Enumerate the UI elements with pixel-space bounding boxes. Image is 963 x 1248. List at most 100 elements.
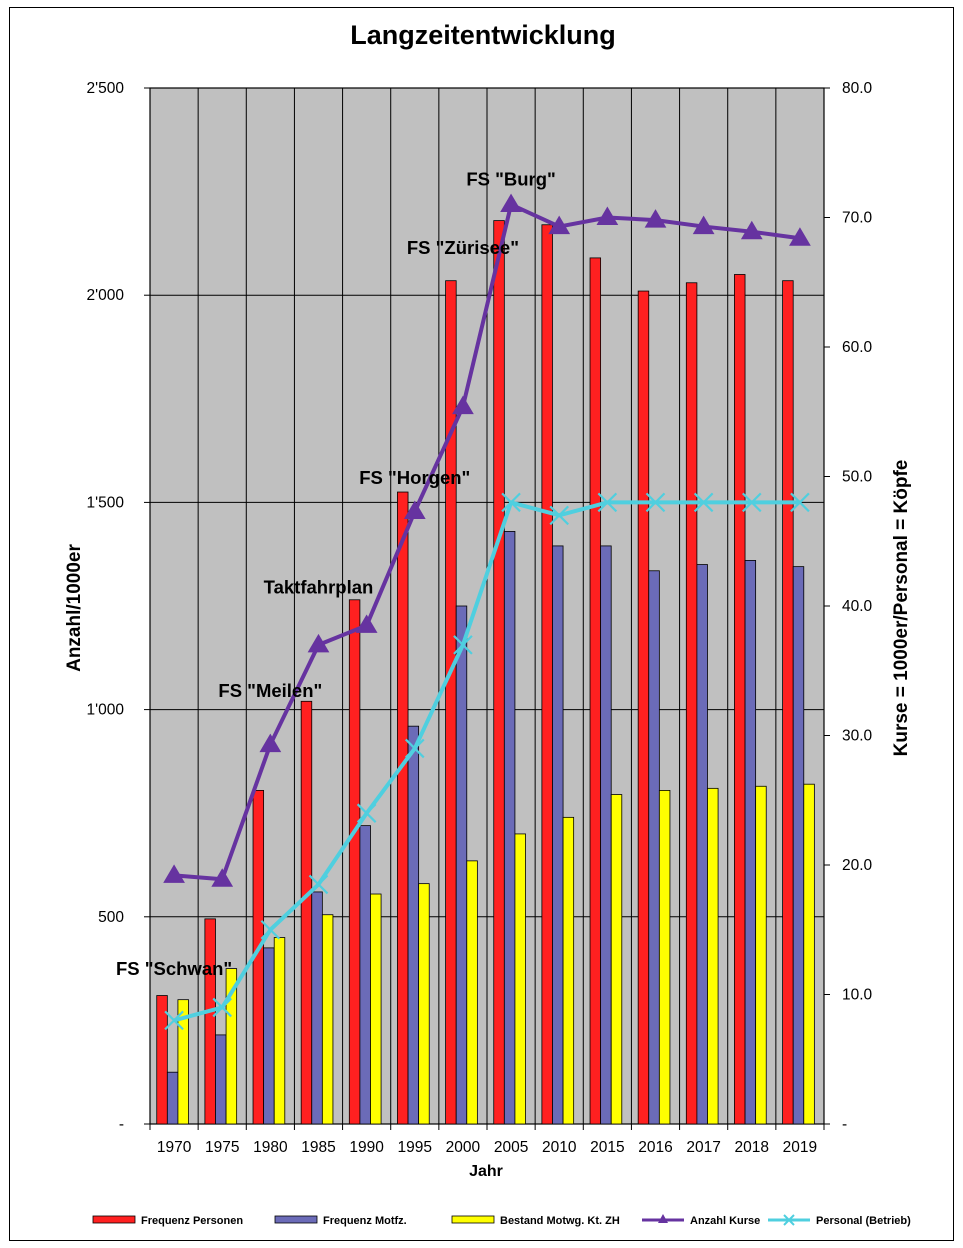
chart-frame — [9, 7, 954, 1241]
marker-anzahl-kurse — [740, 220, 763, 240]
bar-bestand-motwg — [273, 937, 286, 1125]
marker-personal — [453, 635, 473, 655]
bar-frequenz-motfz — [263, 947, 275, 1125]
bar-bestand-motwg — [321, 914, 334, 1125]
y-axis-label: Anzahl/1000er — [64, 544, 85, 672]
bar-bestand-motwg — [177, 999, 189, 1125]
marker-personal — [356, 803, 377, 823]
x-tick-label: 2000 — [446, 1139, 481, 1156]
marker-personal — [308, 874, 329, 895]
bar-bestand-motwg — [755, 785, 767, 1125]
bar-frequenz-personen — [782, 280, 794, 1125]
marker-anzahl-kurse — [500, 193, 522, 213]
marker-anzahl-kurse — [789, 227, 811, 246]
legend-marker — [658, 1214, 668, 1223]
legend-label: Frequenz Personen — [141, 1215, 243, 1227]
marker-anzahl-kurse — [452, 395, 474, 415]
bar-bestand-motwg — [514, 833, 526, 1125]
y-tick-label: 1'500 — [87, 494, 125, 511]
chart-title: Langzeitentwicklung — [350, 20, 616, 50]
annotation-label: Taktfahrplan — [264, 577, 374, 598]
annotation-label: FS "Burg" — [466, 168, 555, 189]
legend-swatch — [274, 1215, 318, 1224]
marker-personal — [405, 738, 425, 759]
x-tick-label: 2010 — [542, 1139, 577, 1156]
y2-tick-label: - — [842, 1116, 847, 1133]
bar-frequenz-motfz — [648, 570, 660, 1125]
bar-bestand-motwg — [370, 893, 382, 1125]
bar-frequenz-personen — [156, 995, 168, 1125]
bar-frequenz-personen — [300, 700, 313, 1125]
annotation-label: FS "Schwan" — [116, 958, 232, 979]
marker-anzahl-kurse — [644, 209, 667, 228]
bar-frequenz-motfz — [166, 1071, 179, 1125]
marker-anzahl-kurse — [403, 500, 426, 519]
bar-frequenz-personen — [204, 918, 216, 1125]
marker-personal — [260, 919, 281, 940]
marker-personal — [790, 492, 810, 513]
y2-tick-label: 60.0 — [842, 339, 873, 356]
bar-frequenz-personen — [734, 274, 746, 1125]
y2-axis-label: Kurse = 1000er/Personal = Köpfe — [891, 460, 912, 757]
x-tick-label: 1995 — [398, 1139, 432, 1156]
bar-frequenz-personen — [445, 280, 457, 1125]
bar-frequenz-personen — [685, 282, 698, 1125]
marker-anzahl-kurse — [307, 633, 330, 653]
bar-frequenz-motfz — [792, 566, 805, 1125]
y-tick-label: 2'000 — [87, 287, 125, 304]
plot-border — [149, 87, 825, 1125]
y2-tick-label: 80.0 — [842, 80, 873, 97]
bar-frequenz-personen — [637, 290, 650, 1125]
legend: Frequenz Personen Frequenz Motfz. Bestand … — [92, 1214, 911, 1227]
legend-swatch — [451, 1215, 495, 1224]
marker-personal — [501, 492, 521, 513]
y2-tick-label: 40.0 — [842, 598, 873, 615]
bar-frequenz-motfz — [600, 545, 612, 1125]
marker-anzahl-kurse — [259, 733, 282, 753]
bar-frequenz-personen — [541, 224, 553, 1125]
bar-frequenz-motfz — [744, 560, 757, 1125]
legend-label: Frequenz Motfz. — [323, 1215, 407, 1227]
annotation-label: FS "Meilen" — [218, 680, 322, 701]
bar-frequenz-motfz — [696, 564, 708, 1125]
line-anzahl-kurse — [173, 202, 801, 882]
marker-personal — [693, 492, 714, 513]
y2-tick-label: 30.0 — [842, 728, 873, 745]
legend-marker — [783, 1214, 795, 1226]
marker-personal — [742, 492, 762, 513]
bar-bestand-motwg — [658, 790, 671, 1125]
marker-anzahl-kurse — [163, 864, 185, 883]
bar-frequenz-personen — [397, 491, 409, 1125]
legend-label: Bestand Motwg. Kt. ZH — [500, 1215, 620, 1227]
y-tick-label: - — [119, 1116, 124, 1133]
y-tick-label: 2'500 — [87, 80, 125, 97]
bar-frequenz-motfz — [455, 605, 468, 1125]
legend-swatch — [92, 1215, 136, 1224]
x-tick-label: 1990 — [349, 1139, 384, 1156]
legend-label: Anzahl Kurse — [690, 1215, 760, 1227]
marker-anzahl-kurse — [355, 614, 378, 633]
bar-frequenz-personen — [589, 257, 602, 1125]
marker-personal — [597, 492, 618, 513]
bar-bestand-motwg — [803, 783, 815, 1125]
bar-frequenz-personen — [493, 220, 505, 1125]
x-tick-label: 2005 — [494, 1139, 528, 1156]
bar-bestand-motwg — [466, 860, 478, 1125]
y-tick-label: 1'000 — [87, 702, 125, 719]
x-tick-label: 1970 — [157, 1139, 192, 1156]
bar-bestand-motwg — [225, 968, 238, 1125]
x-tick-label: 1980 — [253, 1139, 288, 1156]
x-tick-label: 2017 — [686, 1139, 720, 1156]
annotation-label: FS "Horgen" — [359, 467, 470, 488]
y-tick-label: 500 — [98, 909, 124, 926]
y2-tick-label: 20.0 — [842, 857, 873, 874]
x-tick-label: 1985 — [301, 1139, 335, 1156]
x-tick-label: 2018 — [735, 1139, 769, 1156]
bar-frequenz-motfz — [359, 825, 371, 1125]
bar-frequenz-motfz — [311, 891, 323, 1125]
marker-personal — [164, 1010, 184, 1031]
plot-area: - 500 1'000 1'500 2'000 2'500 - 10.0 20.0 30.0 40.… — [87, 80, 873, 1156]
y2-tick-label: 50.0 — [842, 469, 873, 486]
bar-bestand-motwg — [610, 794, 623, 1125]
